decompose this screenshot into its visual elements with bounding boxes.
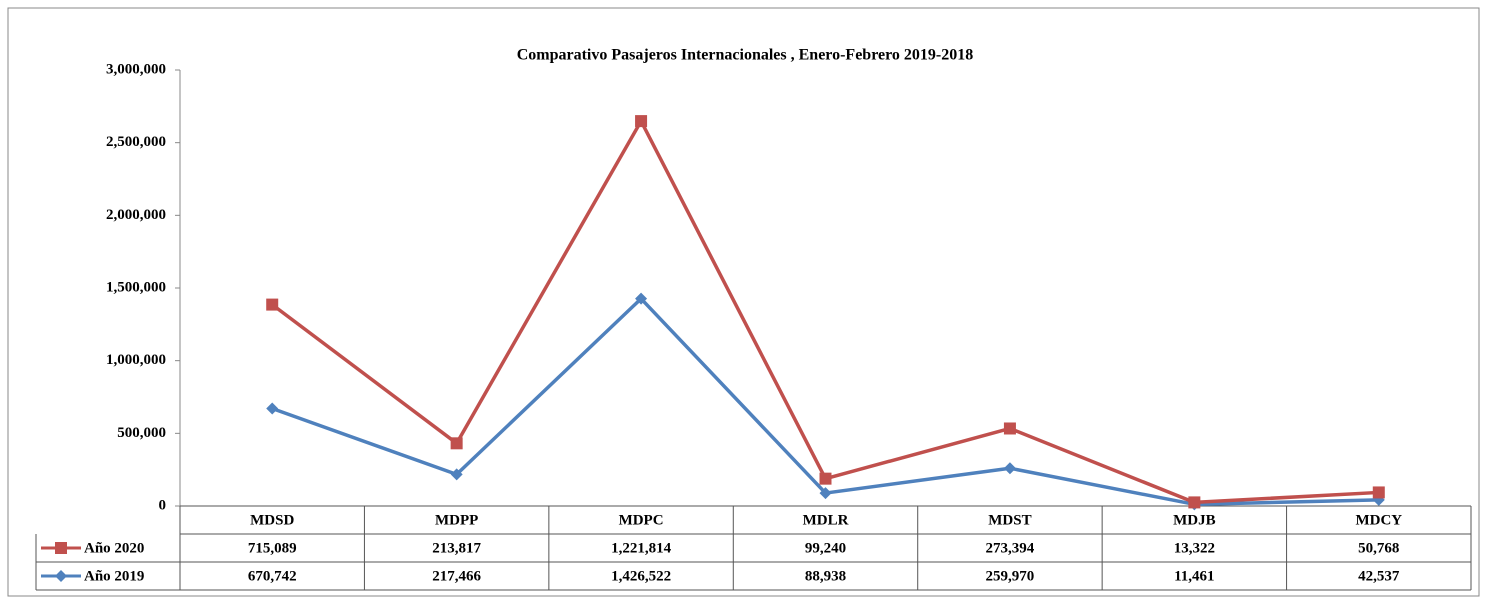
data-label: 259,970 xyxy=(986,568,1035,584)
y-tick-label: 1,000,000 xyxy=(106,352,166,368)
data-label: 670,742 xyxy=(248,568,297,584)
data-label: 1,221,814 xyxy=(611,540,672,556)
data-label: 1,426,522 xyxy=(611,568,671,584)
marker xyxy=(1003,462,1016,475)
data-label: 715,089 xyxy=(248,540,297,556)
marker xyxy=(450,437,463,450)
data-label: 11,461 xyxy=(1174,568,1214,584)
legend-label: Año 2020 xyxy=(84,540,144,556)
y-tick-label: 0 xyxy=(159,497,167,513)
data-label: 88,938 xyxy=(805,568,846,584)
data-label: 99,240 xyxy=(805,540,846,556)
chart-title: Comparativo Pasajeros Internacionales , … xyxy=(517,47,974,64)
y-tick-label: 2,500,000 xyxy=(106,134,166,150)
data-label: 217,466 xyxy=(432,568,481,584)
y-tick-label: 3,000,000 xyxy=(106,61,166,77)
x-tick-label: MDCY xyxy=(1355,512,1402,528)
data-label: 13,322 xyxy=(1174,540,1215,556)
marker xyxy=(635,115,648,128)
marker xyxy=(266,298,279,311)
data-label: 50,768 xyxy=(1358,540,1399,556)
x-tick-label: MDJB xyxy=(1173,512,1216,528)
y-tick-label: 500,000 xyxy=(117,425,166,441)
marker xyxy=(1188,496,1201,509)
data-label: 42,537 xyxy=(1358,568,1400,584)
x-tick-label: MDST xyxy=(988,512,1031,528)
x-tick-label: MDPC xyxy=(619,512,664,528)
marker xyxy=(266,402,279,415)
y-tick-label: 2,000,000 xyxy=(106,207,166,223)
marker xyxy=(819,487,832,500)
x-tick-label: MDPP xyxy=(435,512,478,528)
x-tick-label: MDSD xyxy=(250,512,294,528)
x-tick-label: MDLR xyxy=(803,512,849,528)
marker xyxy=(55,542,67,554)
marker xyxy=(1003,422,1016,435)
marker xyxy=(450,468,463,481)
series-line xyxy=(271,119,1379,505)
chart-frame xyxy=(7,7,1480,597)
marker xyxy=(819,472,832,485)
data-label: 273,394 xyxy=(986,540,1035,556)
marker xyxy=(1372,486,1385,499)
legend-label: Año 2019 xyxy=(84,568,144,584)
marker xyxy=(55,570,67,582)
data-label: 213,817 xyxy=(432,540,481,556)
y-tick-label: 1,500,000 xyxy=(106,279,166,295)
marker xyxy=(635,292,648,305)
